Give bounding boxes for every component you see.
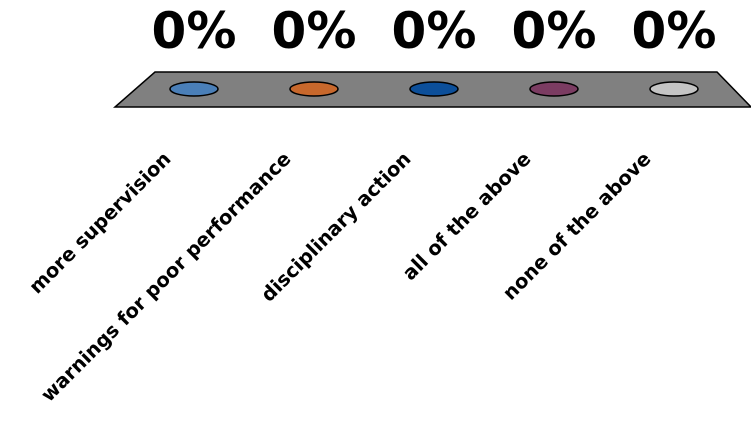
bar-1 — [169, 81, 219, 97]
bar-4 — [529, 81, 579, 97]
category-label-2: warnings for poor performance — [36, 147, 295, 406]
category-label-4: all of the above — [398, 147, 536, 285]
bar-2 — [289, 81, 339, 97]
value-label-4: 0% — [512, 2, 597, 60]
value-label-3: 0% — [392, 2, 477, 60]
value-label-5: 0% — [632, 2, 717, 60]
value-label-2: 0% — [272, 2, 357, 60]
bar-3 — [409, 81, 459, 97]
value-label-1: 0% — [152, 2, 237, 60]
bar-5 — [649, 81, 699, 97]
